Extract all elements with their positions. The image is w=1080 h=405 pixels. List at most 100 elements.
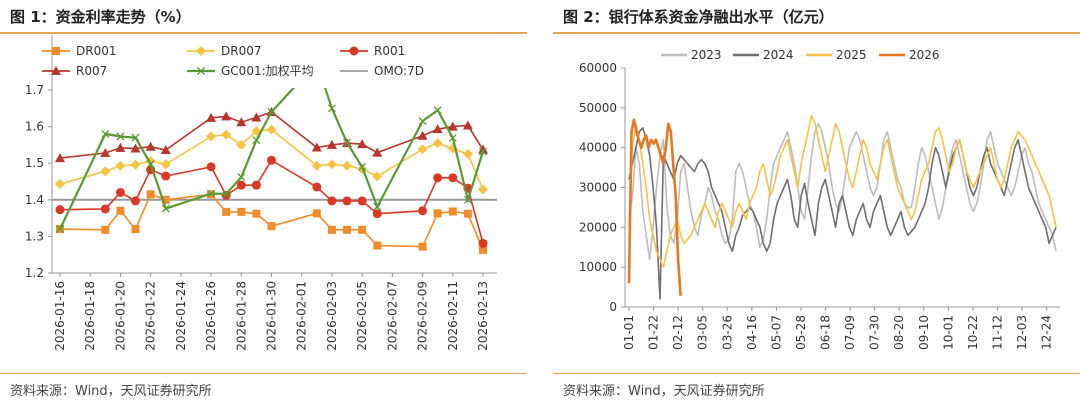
point-gc001 <box>433 106 442 115</box>
point-gc001 <box>131 133 140 142</box>
point-gc001 <box>252 136 261 145</box>
legend-label: 2026 <box>909 48 940 62</box>
legend-marker <box>349 46 359 56</box>
point-dr007 <box>372 171 383 182</box>
legend-marker <box>51 66 61 75</box>
point-r007 <box>447 121 458 131</box>
y-tick-label: 1.3 <box>25 229 44 243</box>
x-tick-label: 03-26 <box>720 315 734 350</box>
point-dr001 <box>101 225 110 234</box>
right-source-note: 资料来源：Wind，天风证券研究所 <box>563 384 765 399</box>
left-bottom-rule <box>0 373 527 374</box>
x-tick-label: 08-20 <box>892 315 906 350</box>
legend-entry-2025: 2025 <box>806 48 867 62</box>
x-tick-label: 07-09 <box>843 315 857 350</box>
left-top-rule <box>0 32 527 34</box>
point-r001 <box>115 187 125 197</box>
x-tick-label: 2026-01-26 <box>204 281 218 351</box>
series-dr007 <box>55 124 488 195</box>
point-dr001 <box>418 242 427 251</box>
x-tick-label: 01-22 <box>647 315 661 350</box>
legend-entry-r001: R001 <box>340 44 405 58</box>
point-dr007 <box>311 160 322 171</box>
y-tick-label: 1.5 <box>25 156 44 170</box>
point-dr007 <box>100 166 111 177</box>
x-tick-label: 07-30 <box>868 315 882 350</box>
x-tick-label: 2026-01-18 <box>83 281 97 351</box>
legend-label: DR007 <box>221 44 261 58</box>
x-tick-label: 01-01 <box>622 315 636 350</box>
legend-label: R007 <box>76 64 107 78</box>
x-tick-label: 2026-01-22 <box>144 281 158 351</box>
point-gc001 <box>237 173 246 182</box>
point-gc001 <box>313 59 320 66</box>
series-2025 <box>628 115 1057 269</box>
point-r001 <box>433 173 443 183</box>
series-dr001 <box>56 190 487 254</box>
point-dr001 <box>252 209 261 218</box>
series-gc001 <box>56 59 487 234</box>
legend-label: R001 <box>374 44 405 58</box>
x-tick-label: 06-18 <box>819 315 833 350</box>
point-r001 <box>418 206 428 216</box>
right-bottom-rule <box>553 373 1080 374</box>
point-gc001 <box>207 189 216 198</box>
point-r007 <box>326 139 337 149</box>
x-tick-label: 2026-01-30 <box>265 281 279 351</box>
series-2026 <box>627 118 682 296</box>
x-tick-label: 2026-01-28 <box>234 281 248 351</box>
x-tick-label: 2026-01-16 <box>53 281 67 351</box>
left-chart-title: 图 1：资金利率走势（%） <box>10 8 191 26</box>
series-line-dr001 <box>59 193 484 251</box>
point-r007 <box>311 142 322 152</box>
legend-entry-dr001: DR001 <box>42 44 116 58</box>
point-dr001 <box>327 225 336 234</box>
point-gc001 <box>479 147 487 156</box>
point-gc001 <box>222 189 231 198</box>
point-r001 <box>55 205 65 215</box>
y-tick-label: 1.7 <box>25 83 44 97</box>
left-panel: 图 1：资金利率走势（%） 1.2 1.3 1.4 1.5 1.6 1.7 2026-01-… <box>0 0 527 405</box>
x-tick-label: 09-10 <box>917 315 931 350</box>
y-tick-label: 60000 <box>579 61 617 75</box>
point-r001 <box>100 204 110 214</box>
point-dr007 <box>206 131 217 142</box>
legend-entry-gc001: GC001:加权平均 <box>187 64 314 78</box>
y-tick-label: 1.6 <box>25 120 44 134</box>
x-tick-label: 2026-02-09 <box>416 281 430 351</box>
point-dr007 <box>236 139 247 150</box>
point-r007 <box>206 112 217 122</box>
point-gc001 <box>463 195 472 204</box>
point-r001 <box>448 173 458 183</box>
point-dr007 <box>115 160 126 171</box>
point-r001 <box>267 155 276 165</box>
point-gc001 <box>313 59 320 66</box>
point-r007 <box>236 117 247 127</box>
point-dr001 <box>312 209 321 218</box>
point-r001 <box>478 238 488 248</box>
legend-entry-omo-7d: OMO:7D <box>340 64 424 78</box>
point-gc001 <box>267 108 276 116</box>
legend-label: 2024 <box>763 48 794 62</box>
x-tick-label: 05-07 <box>769 315 783 350</box>
right-panel: 图 2：银行体系资金净融出水平（亿元） 0 10000 20000 30000 4000… <box>553 0 1080 405</box>
point-gc001 <box>56 225 64 234</box>
y-tick-label: 30000 <box>579 181 617 195</box>
point-gc001 <box>343 138 351 147</box>
series-line-gc001 <box>59 88 485 230</box>
x-tick-label: 12-03 <box>1015 315 1029 350</box>
point-r007 <box>462 120 473 130</box>
point-dr001 <box>237 207 246 216</box>
legend-label: OMO:7D <box>374 64 424 78</box>
point-gc001 <box>418 117 427 126</box>
x-tick-label: 2026-02-01 <box>295 281 309 351</box>
point-r001 <box>236 180 246 190</box>
point-gc001 <box>358 162 367 171</box>
legend-label: DR001 <box>76 44 116 58</box>
x-tick-label: 2026-01-24 <box>174 281 188 351</box>
point-r001 <box>251 180 261 190</box>
x-tick-label: 02-12 <box>671 315 685 350</box>
right-chart-title: 图 2：银行体系资金净融出水平（亿元） <box>563 8 834 26</box>
point-dr007 <box>326 159 337 170</box>
x-tick-label: 05-28 <box>794 315 808 350</box>
